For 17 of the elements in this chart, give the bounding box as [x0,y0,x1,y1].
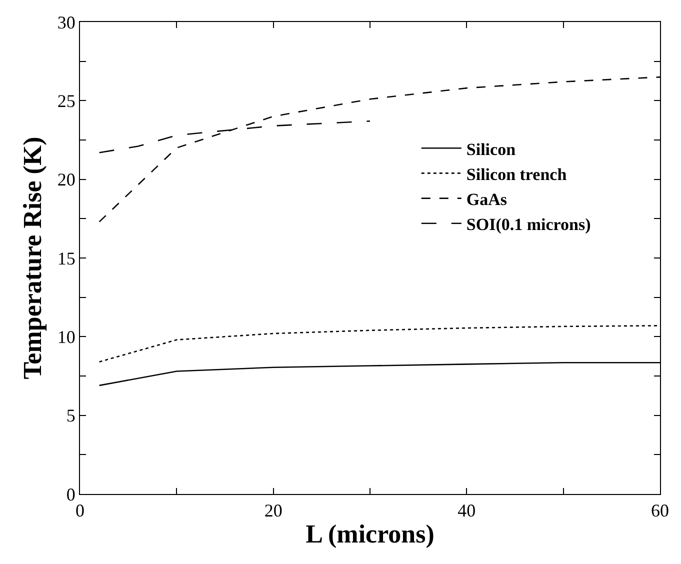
y-tick-label: 30 [57,12,76,32]
x-axis-title: L (microns) [306,519,434,548]
line-series [98,325,660,362]
x-tick-label: 40 [458,500,476,521]
legend-label: GaAs [466,190,508,209]
y-tick-label: 5 [66,406,76,426]
y-tick-label: 0 [66,484,76,504]
x-tick-label: 60 [651,500,669,521]
x-tick-label: 20 [264,500,282,521]
y-tick-label: 20 [57,170,76,190]
y-axis-title: Temperature Rise (K) [18,136,47,380]
legend-label: SOI(0.1 microns) [466,215,591,234]
y-tick-label: 15 [57,248,76,268]
legend-label: Silicon [466,140,516,159]
y-tick-label: 25 [57,90,76,111]
legend-label: Silicon trench [466,164,568,184]
y-tick-label: 10 [57,326,76,347]
